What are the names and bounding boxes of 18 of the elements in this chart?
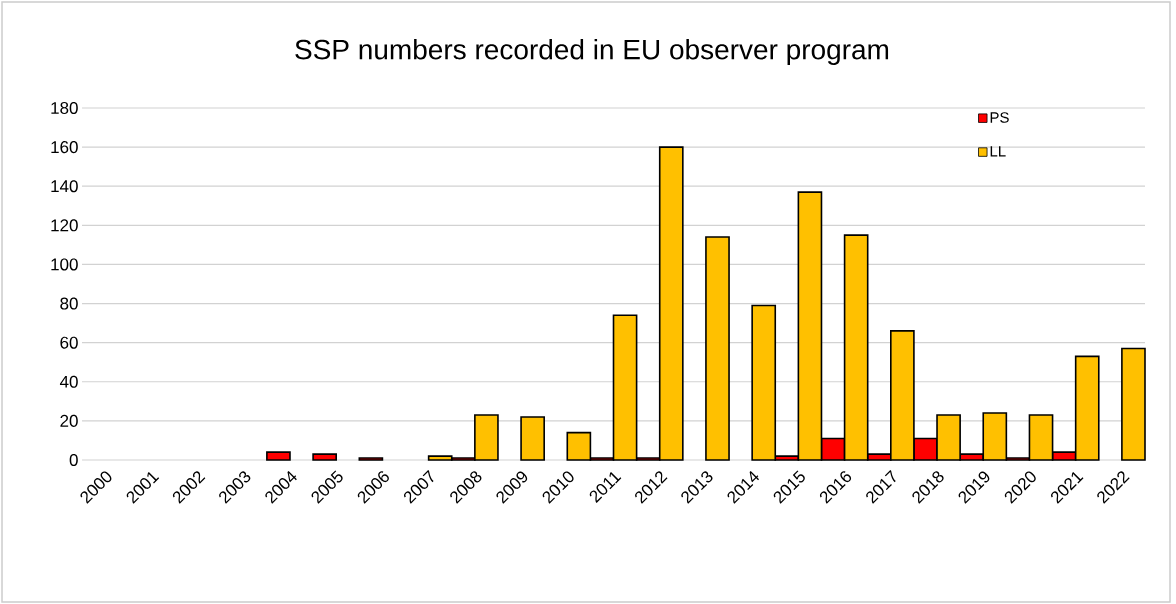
y-tick-label: 160 <box>51 141 78 154</box>
bar <box>266 451 291 461</box>
y-tick-label: 120 <box>51 219 78 232</box>
y-tick-label: 60 <box>60 336 78 349</box>
bar <box>1121 347 1146 461</box>
y-tick-label: 180 <box>51 101 78 115</box>
y-tick-label: 80 <box>60 297 78 310</box>
y-tick-label: 40 <box>59 375 78 388</box>
legend-label: PS <box>990 112 1009 123</box>
bar <box>312 453 337 461</box>
chart-title: SSP numbers recorded in EU observer program <box>295 38 889 66</box>
y-tick-label: 100 <box>51 258 78 271</box>
bar <box>520 416 545 461</box>
y-tick-label: 140 <box>51 180 78 193</box>
legend-label: LL <box>990 146 1006 157</box>
y-tick-label: 20 <box>60 414 78 427</box>
y-tick-label: 0 <box>69 453 78 467</box>
bar <box>705 236 730 461</box>
